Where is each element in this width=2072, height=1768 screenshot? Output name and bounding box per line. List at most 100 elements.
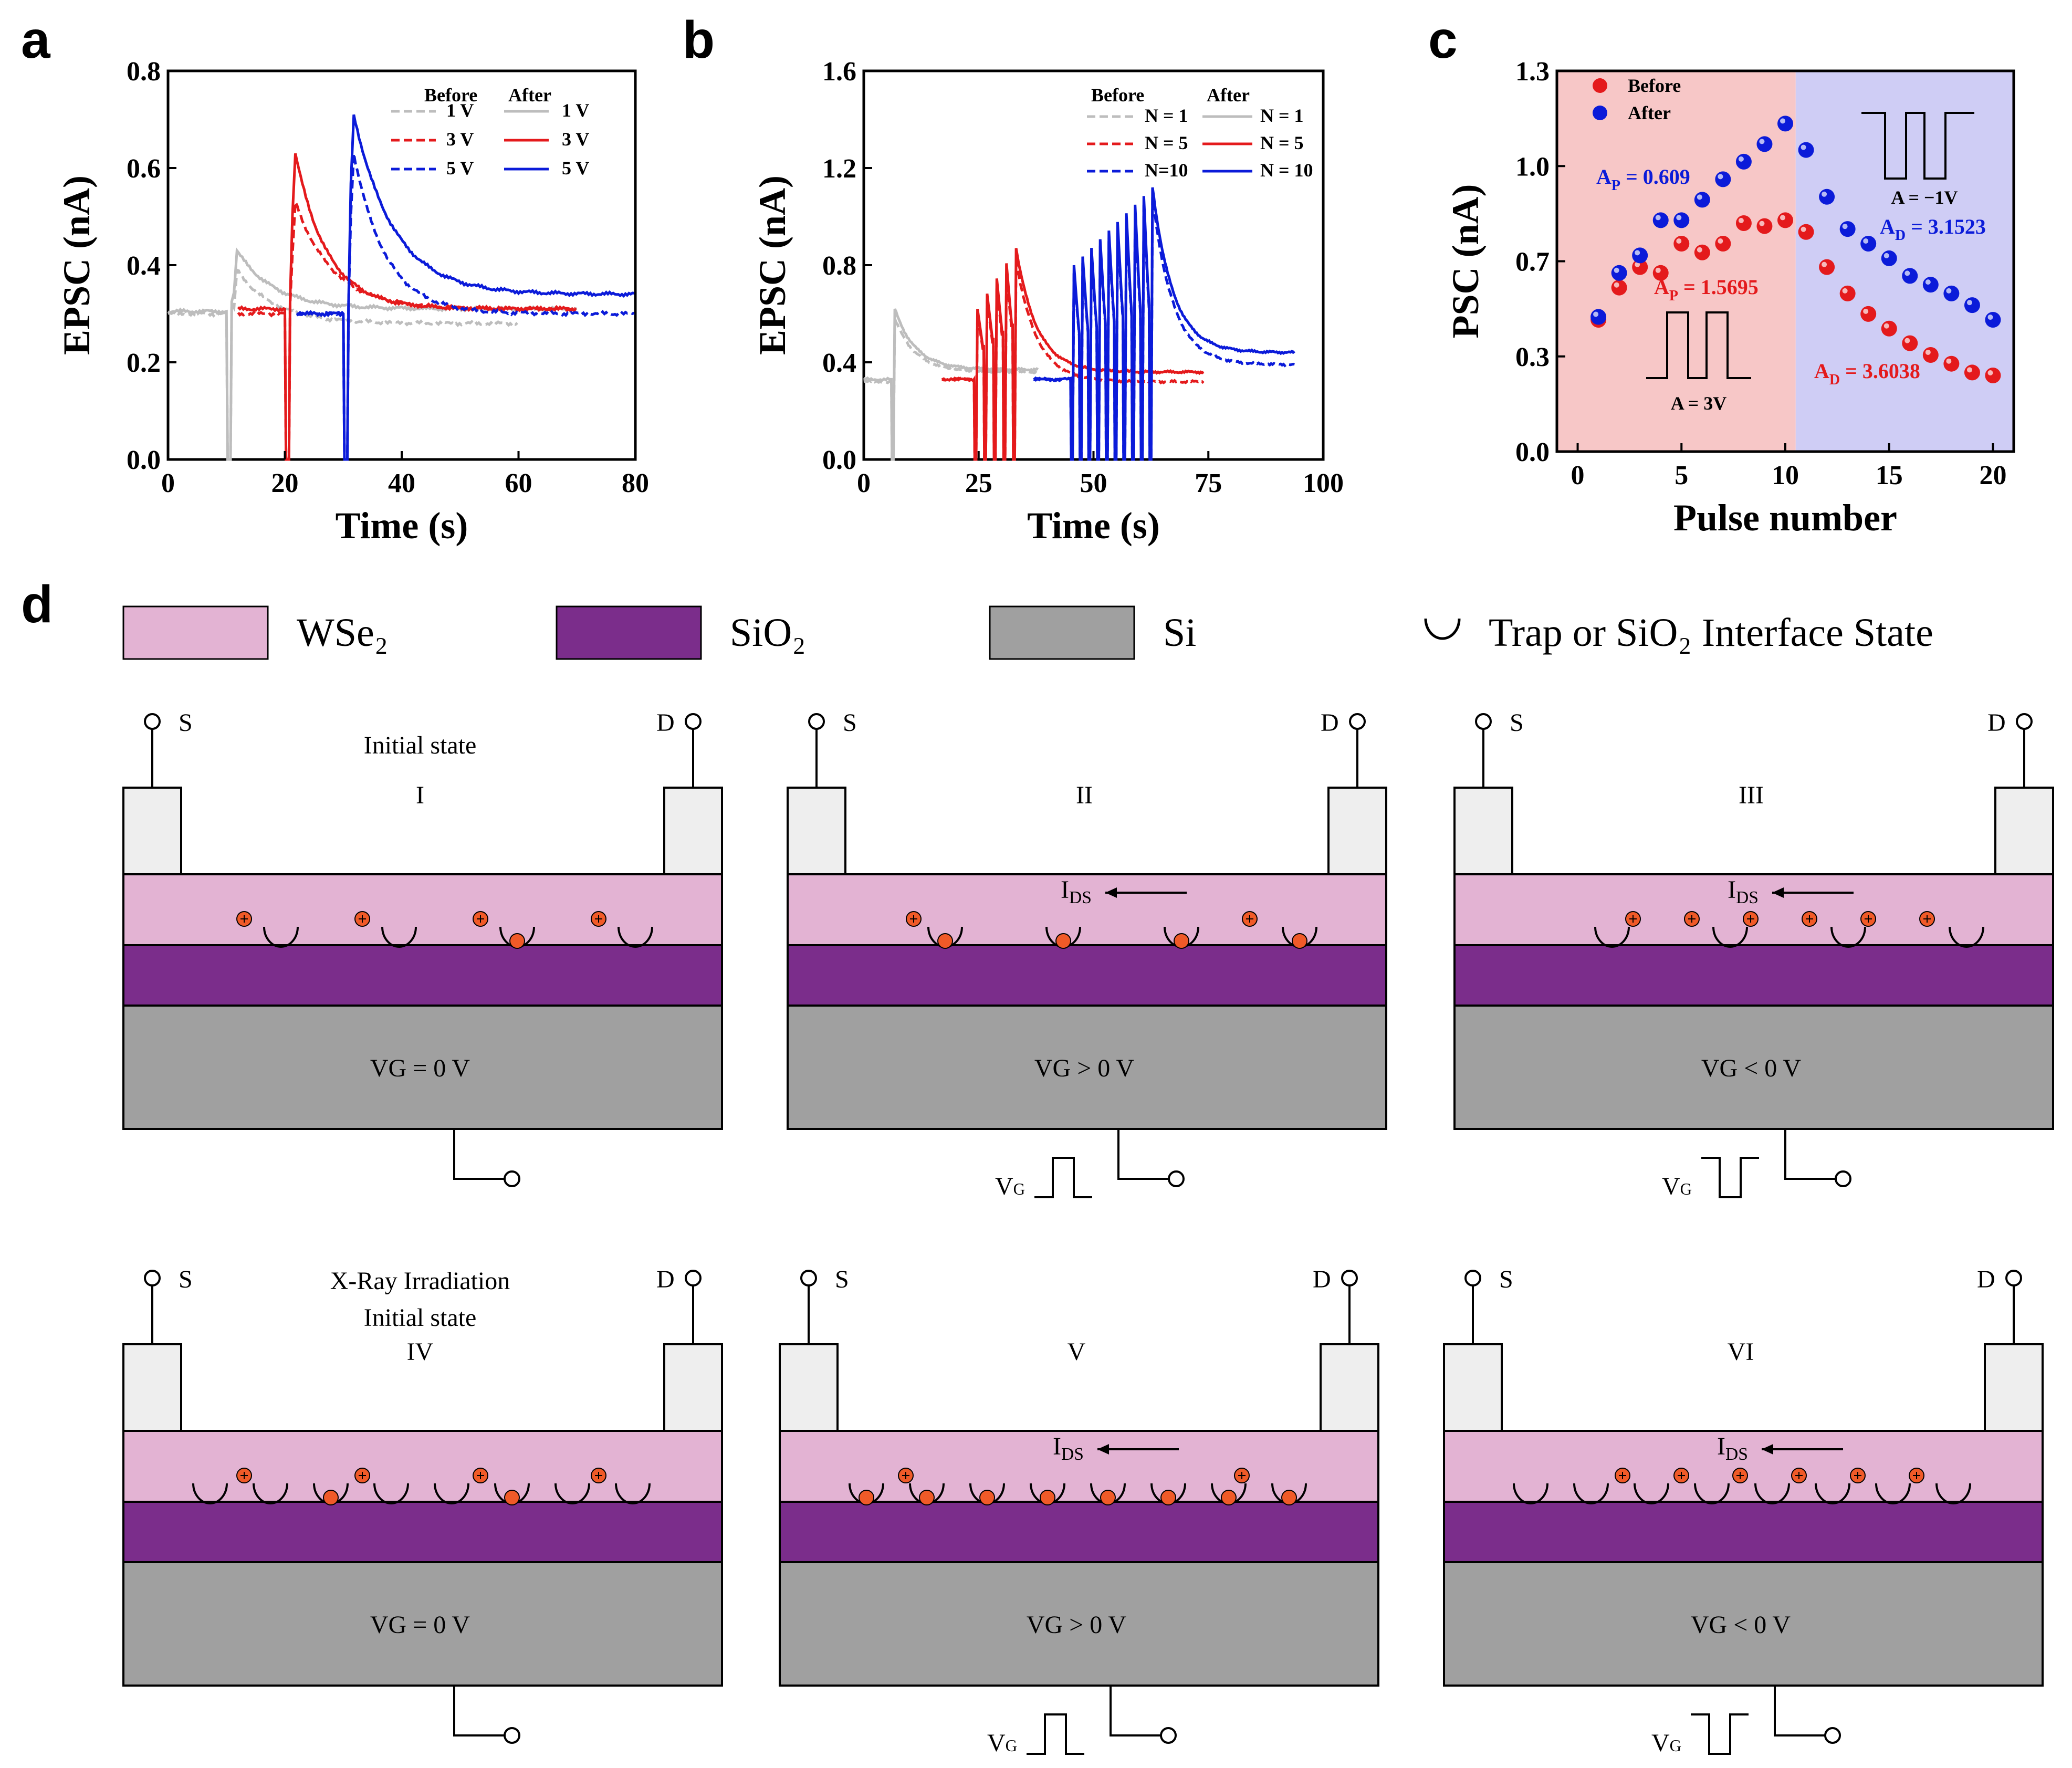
data-point-highlight: [1801, 226, 1806, 232]
gate-pulse-label: VG: [987, 1729, 1017, 1757]
data-point-before: [1798, 224, 1814, 240]
y-tick-label-c: 1.3: [1515, 57, 1550, 87]
trap-state: [1594, 926, 1630, 948]
chart-a: 0 20 40 60 80 0.0 0.2 0.4 0.6 0.8 Time (s) EPSC (nA…: [56, 57, 649, 547]
hole-plus-sign: [1865, 915, 1872, 923]
legend-label-before: 3 V: [446, 129, 474, 150]
sio2-layer: [787, 944, 1387, 1007]
source-terminal: [144, 713, 161, 730]
state-caption: Initial state: [364, 1304, 477, 1332]
trap-state: [1634, 1483, 1669, 1504]
data-point-highlight: [1635, 250, 1640, 256]
legend-label-before: Before: [1628, 75, 1681, 96]
source-label: S: [835, 1265, 849, 1293]
source-contact: [1443, 1343, 1503, 1432]
trap-state: [263, 926, 299, 948]
annotation-pulse-negative: A = −1V: [1891, 187, 1958, 208]
wse2-layer: [787, 873, 1387, 946]
source-terminal: [808, 713, 825, 730]
source-label: S: [179, 1265, 193, 1293]
drain-label: D: [1321, 709, 1339, 737]
annotation-ap-before: AP = 1.5695: [1654, 275, 1759, 304]
x-tick-label-b: 50: [1080, 468, 1107, 498]
data-point-before: [1819, 259, 1835, 275]
wse2-layer: [779, 1430, 1379, 1503]
x-tick-label-c: 20: [1979, 461, 2006, 490]
gate-pulse-icon: [1701, 1157, 1759, 1198]
ids-arrowhead: [1105, 887, 1117, 898]
data-point-highlight: [1904, 270, 1910, 276]
trapped-electron: [509, 933, 525, 949]
hole-plus-sign: [1736, 1472, 1744, 1479]
data-point-before: [1756, 218, 1773, 234]
legend-label-after: 5 V: [562, 158, 589, 179]
state-roman-numeral: I: [416, 781, 424, 809]
data-point-highlight: [1883, 253, 1889, 258]
drain-terminal: [2005, 1270, 2022, 1286]
gate-voltage-label: VG < 0 V: [1701, 1054, 1802, 1082]
series-line: [296, 153, 635, 461]
hole-plus-sign: [1747, 915, 1754, 923]
trapped-electron: [1160, 1490, 1176, 1505]
drain-contact: [1984, 1343, 2044, 1432]
ids-label: IDS: [1061, 876, 1092, 907]
drain-contact: [663, 1343, 723, 1432]
state-roman-numeral: II: [1076, 781, 1093, 809]
hole-plus-sign: [359, 915, 366, 923]
data-point-highlight: [1822, 191, 1827, 197]
data-point-highlight: [1697, 247, 1702, 253]
hole-plus-sign: [902, 1472, 909, 1479]
source-terminal: [1464, 1270, 1481, 1286]
ids-arrowhead: [1772, 887, 1784, 898]
x-axis-label-c: Pulse number: [1673, 497, 1897, 539]
source-label: S: [843, 709, 857, 737]
series-line: [863, 308, 1039, 461]
drain-contact: [1994, 787, 2054, 875]
data-point-after: [1839, 221, 1856, 237]
data-point-before: [1715, 236, 1731, 252]
trap-state: [1830, 926, 1866, 948]
data-point-highlight: [1883, 323, 1889, 329]
y-tick-label-a: 0.0: [127, 445, 161, 475]
source-contact: [1453, 787, 1513, 875]
device-state-V: S D V VG > 0 V VG IDS: [779, 1265, 1379, 1757]
wse2-layer: [122, 1430, 723, 1503]
ids-label: IDS: [1728, 876, 1759, 907]
data-point-before: [1611, 279, 1627, 296]
drain-contact: [1320, 1343, 1379, 1432]
y-axis-label-c: PSC (nA): [1445, 184, 1487, 338]
source-contact: [779, 1343, 839, 1432]
source-terminal: [1475, 713, 1492, 730]
data-point-highlight: [1966, 300, 1972, 306]
data-point-highlight: [1863, 308, 1869, 314]
data-point-highlight: [1738, 218, 1744, 223]
legend-sio2-label: SiO₂: [730, 611, 806, 655]
hole-plus-sign: [910, 915, 917, 923]
series-line: [863, 318, 1039, 461]
data-point-highlight: [1842, 288, 1848, 294]
x-tick-label-b: 75: [1195, 468, 1222, 498]
y-tick-label-c: 0.7: [1515, 247, 1550, 277]
data-point-highlight: [1676, 238, 1682, 244]
data-point-after: [1632, 247, 1648, 264]
y-tick-label-a: 0.6: [127, 154, 161, 184]
data-point-after: [1777, 116, 1793, 132]
trap-state: [373, 1483, 409, 1504]
data-point-highlight: [1987, 370, 1993, 375]
diagram-d: WSe₂ SiO₂ Si Trap or SiO₂ Interface State S D…: [122, 605, 2054, 1757]
data-point-highlight: [1759, 139, 1765, 144]
device-state-I: S D Initial state I VG = 0 V: [122, 709, 723, 1187]
gate-pulse-icon: [1691, 1713, 1749, 1755]
data-point-highlight: [1697, 194, 1702, 200]
hole-plus-sign: [359, 1472, 366, 1479]
y-tick-label-c: 0.0: [1515, 437, 1550, 467]
series-line: [167, 247, 578, 461]
gate-wire: [1774, 1686, 1825, 1736]
sio2-layer: [1443, 1501, 2044, 1563]
gate-voltage-label: VG > 0 V: [1027, 1611, 1127, 1639]
y-tick-label-a: 0.8: [127, 57, 161, 87]
data-point-after: [1985, 312, 2001, 328]
drain-label: D: [1977, 1265, 1995, 1293]
legend-si-swatch: [989, 605, 1135, 660]
